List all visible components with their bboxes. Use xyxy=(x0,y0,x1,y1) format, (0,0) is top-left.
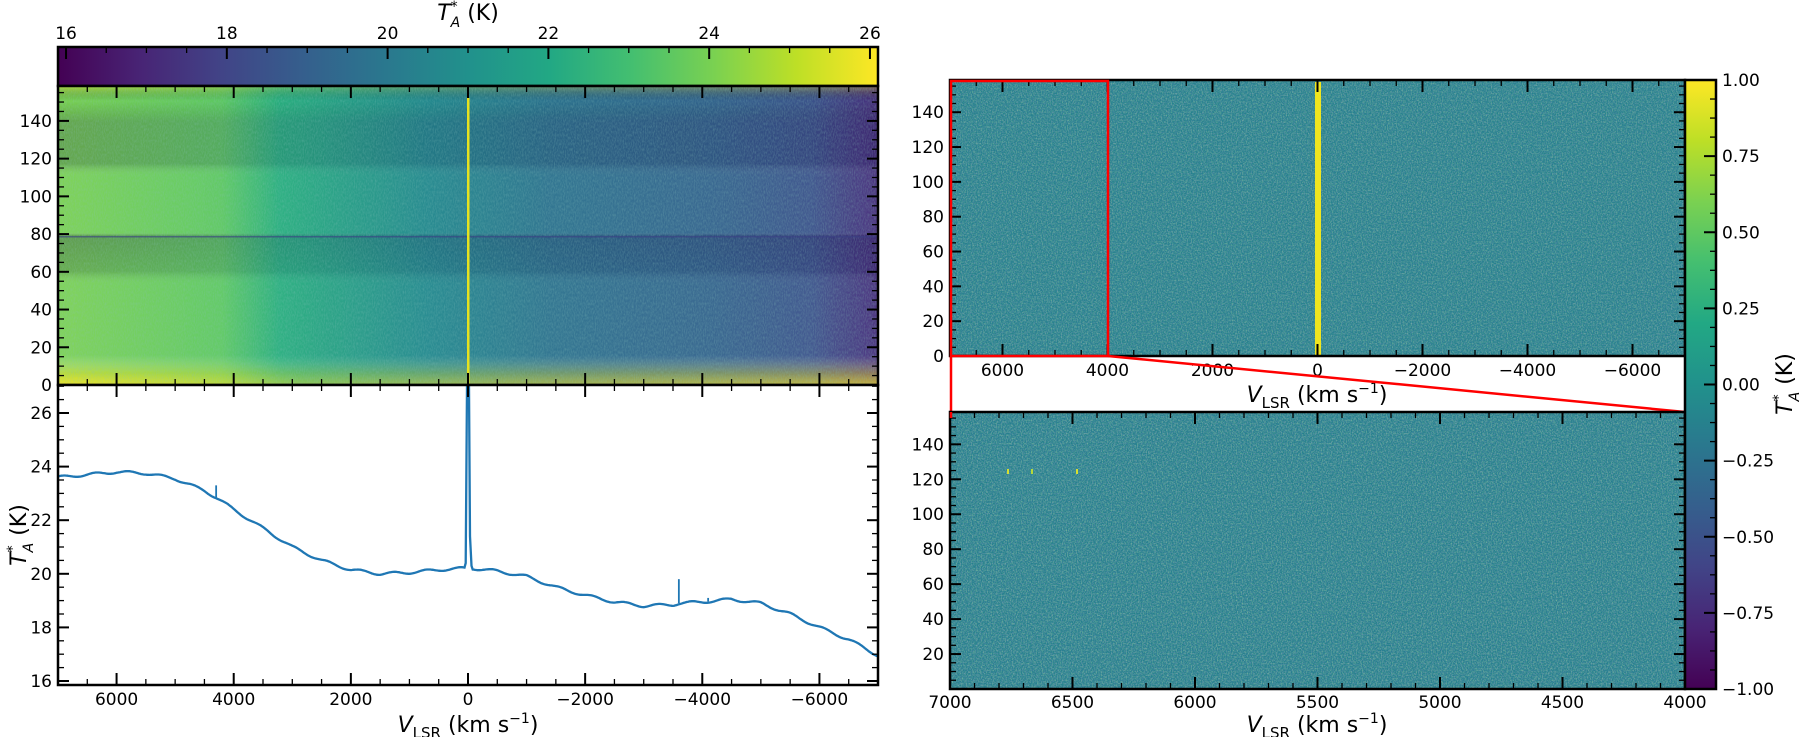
left-colorbar-ticks: 16 18 20 22 24 26 xyxy=(55,24,881,59)
right-bottom-xtick-label: 6000 xyxy=(1173,693,1216,713)
spectrum-xtick-label: 6000 xyxy=(95,690,138,710)
left-heatmap: 0 20 40 60 80 100 120 140 xyxy=(20,84,880,396)
colorbar-tick-label: −0.25 xyxy=(1722,452,1774,472)
spectrum-ytick-label: 26 xyxy=(30,404,52,424)
right-bottom-ytick-label: 80 xyxy=(922,540,944,560)
spectrum-xtick-label: 2000 xyxy=(329,690,372,710)
right-top-xtick-label: −6000 xyxy=(1604,361,1662,381)
left-colorbar: 16 18 20 22 24 26 T* A (K) xyxy=(55,0,881,88)
right-bottom-ytick-label: 60 xyxy=(922,575,944,595)
spectrum-xlabel: VLSR (km s−1) xyxy=(398,711,539,737)
spectrum-ytick-label: 22 xyxy=(30,511,52,531)
right-bottom-ytick-label: 20 xyxy=(922,645,944,665)
colorbar-tick-label: 16 xyxy=(55,24,77,44)
spectrum-xtick-label: 0 xyxy=(463,690,474,710)
hot-pixel xyxy=(1076,469,1078,474)
spectrum-ytick-label: 18 xyxy=(30,618,52,638)
left-spectrum-plot: 16 18 20 22 24 26 6000 4000 2000 0 −2000 −4000 −6000… xyxy=(5,383,880,737)
right-top-ytick-label: 100 xyxy=(912,173,944,193)
spectrum-xtick-label: −2000 xyxy=(556,690,614,710)
heatmap-ytick-label: 100 xyxy=(20,187,52,207)
right-bottom-ytick-label: 120 xyxy=(912,470,944,490)
colorbar-tick-label: 0.75 xyxy=(1722,147,1760,167)
right-top-ytick-label: 60 xyxy=(922,243,944,263)
bright-line-v0 xyxy=(467,98,470,385)
heatmap-ytick-label: 80 xyxy=(30,225,52,245)
spectrum-ytick-label: 24 xyxy=(30,458,52,478)
colorbar-tick-label: −0.75 xyxy=(1722,604,1774,624)
right-bottom-xtick-label: 5500 xyxy=(1296,693,1339,713)
right-top-xtick-label: 0 xyxy=(1312,361,1323,381)
right-colorbar-ticks: 1.00 0.75 0.50 0.25 0.00 −0.25 −0.50 −0.75 −1.00 xyxy=(1704,71,1774,700)
right-bottom-ticks: 20 40 60 80 100 120 140 7000 6500 6000 5500 5000 450… xyxy=(912,412,1707,713)
bright-line-v0-residual xyxy=(1315,82,1321,356)
colorbar-tick-label: 18 xyxy=(216,24,238,44)
right-top-xtick-label: −4000 xyxy=(1499,361,1557,381)
right-bottom-xtick-label: 4500 xyxy=(1541,693,1584,713)
spectrum-ytick-label: 16 xyxy=(30,672,52,692)
spectrum-xtick-label: −4000 xyxy=(674,690,732,710)
spectrum-ylabel: T*A (K) xyxy=(5,504,37,566)
right-top-xtick-label: −2000 xyxy=(1394,361,1452,381)
heatmap-ytick-label: 60 xyxy=(30,263,52,283)
colorbar-tick-label: −1.00 xyxy=(1722,680,1774,700)
right-bottom-xtick-label: 5000 xyxy=(1418,693,1461,713)
spectrum-xtick-label: −6000 xyxy=(791,690,849,710)
spectrum-xtick-label: 4000 xyxy=(212,690,255,710)
colorbar-tick-label: −0.50 xyxy=(1722,528,1774,548)
right-bottom-xtick-label: 7000 xyxy=(928,693,971,713)
colorbar-tick-label: 0.00 xyxy=(1722,376,1760,396)
left-colorbar-gradient xyxy=(58,47,878,86)
hot-pixel xyxy=(1031,469,1033,474)
hot-pixel xyxy=(1007,469,1009,474)
right-top-xlabel: VLSR (km s−1) xyxy=(1247,381,1388,412)
colorbar-tick-label: 20 xyxy=(377,24,399,44)
right-top-ytick-label: 80 xyxy=(922,208,944,228)
right-bottom-heatmap: 20 40 60 80 100 120 140 7000 6500 6000 5500 5000 450… xyxy=(912,410,1707,737)
heatmap-ytick-label: 20 xyxy=(30,338,52,358)
right-bottom-xtick-label: 4000 xyxy=(1663,693,1706,713)
zoom-region-box xyxy=(949,79,1110,358)
right-top-xtick-label: 6000 xyxy=(981,361,1024,381)
colorbar-tick-label: 22 xyxy=(538,24,560,44)
colorbar-tick-label: 0.50 xyxy=(1722,223,1760,243)
right-bottom-ytick-label: 40 xyxy=(922,610,944,630)
right-bottom-xlabel: VLSR (km s−1) xyxy=(1247,711,1388,737)
colorbar-tick-label: 0.25 xyxy=(1722,299,1760,319)
heatmap-ytick-label: 140 xyxy=(20,112,52,132)
right-colorbar: 1.00 0.75 0.50 0.25 0.00 −0.25 −0.50 −0.75 −1.00… xyxy=(1683,71,1800,700)
spectrum-line xyxy=(58,385,878,658)
heatmap-ytick-label: 120 xyxy=(20,150,52,170)
right-bottom-xtick-label: 6500 xyxy=(1051,693,1094,713)
zoom-connector-right xyxy=(1107,354,1686,414)
colorbar-tick-label: 24 xyxy=(698,24,720,44)
spectrum-ytick-label: 20 xyxy=(30,565,52,585)
right-top-ytick-label: 140 xyxy=(912,103,944,123)
right-colorbar-label: T*A (K) xyxy=(1771,353,1800,415)
right-top-ytick-label: 20 xyxy=(922,312,944,332)
right-bottom-ytick-label: 100 xyxy=(912,505,944,525)
heatmap-ytick-label: 0 xyxy=(41,376,52,396)
heatmap-ytick-label: 40 xyxy=(30,301,52,321)
right-bottom-ytick-label: 140 xyxy=(912,435,944,455)
right-top-ytick-label: 0 xyxy=(933,347,944,367)
left-colorbar-label: T* A (K) xyxy=(437,0,499,31)
right-top-ytick-label: 120 xyxy=(912,138,944,158)
colorbar-tick-label: 26 xyxy=(859,24,881,44)
right-top-xtick-label: 4000 xyxy=(1086,361,1129,381)
right-top-ytick-label: 40 xyxy=(922,277,944,297)
colorbar-tick-label: 1.00 xyxy=(1722,71,1760,91)
